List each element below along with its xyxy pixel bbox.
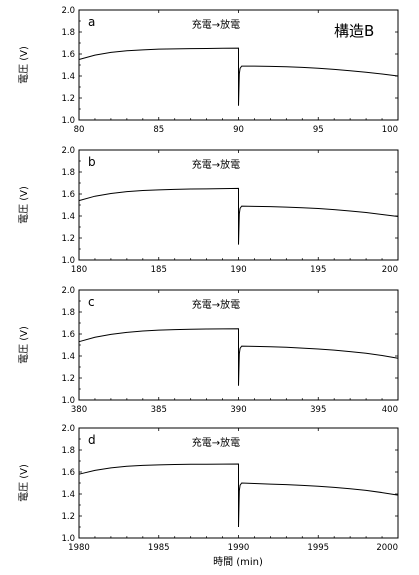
x-tick-label: 2000: [376, 543, 398, 553]
x-tick-label: 1980: [68, 543, 90, 553]
y-tick-label: 2.0: [61, 424, 75, 434]
y-axis-label: 電圧 (V): [18, 464, 30, 502]
y-tick-label: 1.0: [61, 396, 75, 406]
panel-label: d: [88, 433, 96, 447]
charge-discharge-annotation: 充電→放電: [192, 298, 240, 311]
y-tick-label: 1.6: [61, 190, 75, 200]
panel-label: b: [88, 155, 96, 169]
y-tick-label: 1.0: [61, 256, 75, 266]
x-axis-label: 時間 (min): [213, 556, 263, 568]
x-tick-label: 90: [233, 125, 244, 135]
y-tick-label: 1.8: [61, 168, 75, 178]
y-tick-label: 2.0: [61, 146, 75, 156]
x-tick-label: 95: [313, 125, 324, 135]
y-axis-label: 電圧 (V): [18, 326, 30, 364]
y-axis-label: 電圧 (V): [18, 186, 30, 224]
y-tick-label: 1.8: [61, 308, 75, 318]
x-tick-label: 1985: [148, 543, 170, 553]
x-tick-label: 390: [230, 405, 246, 415]
x-tick-label: 395: [310, 405, 326, 415]
panels: 1.0 1.2 1.4 1.6 1.8 2.0 80 85 90 95 100 電圧 (V) a 充電→放…: [18, 6, 399, 553]
panel-label: a: [88, 15, 95, 29]
charge-discharge-annotation: 充電→放電: [192, 436, 240, 449]
y-axis-label: 電圧 (V): [18, 46, 30, 84]
panel-label: c: [88, 295, 95, 309]
y-tick-label: 1.8: [61, 446, 75, 456]
y-tick-label: 1.8: [61, 28, 75, 38]
x-tick-label: 190: [230, 265, 246, 275]
structure-label: 構造B: [334, 22, 374, 40]
y-tick-label: 2.0: [61, 6, 75, 16]
x-tick-label: 1990: [228, 543, 250, 553]
chart-panel-c: 1.0 1.2 1.4 1.6 1.8 2.0 380 385 390 395 400 電圧 (V) c…: [18, 286, 399, 415]
x-tick-label: 185: [151, 265, 167, 275]
voltage-curve: [78, 187, 399, 245]
y-tick-label: 1.0: [61, 534, 75, 544]
y-tick-label: 1.2: [61, 512, 75, 522]
x-tick-label: 100: [382, 125, 398, 135]
voltage-curve: [78, 328, 399, 386]
x-tick-label: 1995: [307, 543, 329, 553]
x-tick-label: 80: [74, 125, 85, 135]
y-tick-label: 1.0: [61, 116, 75, 126]
chart-panel-d: 1.0 1.2 1.4 1.6 1.8 2.0 1980 1985 1990 1995 2000 電圧…: [18, 424, 399, 553]
charge-discharge-annotation: 充電→放電: [192, 18, 240, 31]
x-tick-label: 200: [382, 265, 398, 275]
voltage-curve: [78, 47, 399, 106]
x-tick-label: 380: [71, 405, 87, 415]
x-tick-label: 385: [151, 405, 167, 415]
y-tick-label: 1.2: [61, 234, 75, 244]
x-tick-label: 85: [153, 125, 164, 135]
y-tick-label: 1.4: [61, 72, 75, 82]
y-tick-label: 1.2: [61, 94, 75, 104]
x-tick-label: 180: [71, 265, 87, 275]
y-tick-label: 1.4: [61, 212, 75, 222]
y-tick-label: 1.2: [61, 374, 75, 384]
chart-panel-a: 1.0 1.2 1.4 1.6 1.8 2.0 80 85 90 95 100 電圧 (V) a 充電→放…: [18, 6, 399, 135]
y-tick-label: 1.4: [61, 352, 75, 362]
y-tick-label: 1.4: [61, 490, 75, 500]
y-tick-label: 1.6: [61, 50, 75, 60]
charge-discharge-annotation: 充電→放電: [192, 158, 240, 171]
x-tick-label: 400: [382, 405, 398, 415]
voltage-curve: [78, 463, 399, 528]
y-tick-label: 1.6: [61, 330, 75, 340]
y-tick-label: 2.0: [61, 286, 75, 296]
x-tick-label: 195: [310, 265, 326, 275]
y-tick-label: 1.6: [61, 468, 75, 478]
chart-panel-b: 1.0 1.2 1.4 1.6 1.8 2.0 180 185 190 195 200 電圧 (V) b…: [18, 146, 399, 275]
